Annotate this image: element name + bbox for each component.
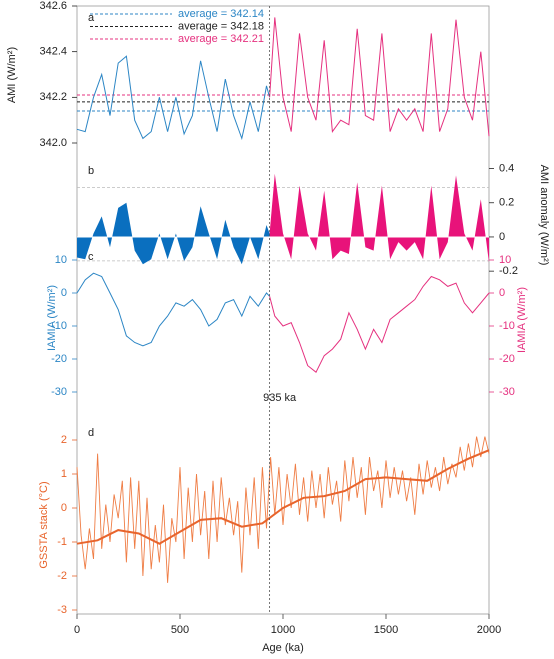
- y-tick-label: -30: [499, 386, 515, 398]
- x-tick-label: 2000: [477, 624, 501, 636]
- x-tick-label: 1500: [374, 624, 398, 636]
- y-tick-label: -10: [51, 320, 67, 332]
- legend-entry: average = 342.14: [178, 8, 264, 20]
- line: [76, 272, 270, 347]
- legend-entry: average = 342.21: [178, 33, 264, 45]
- line: [269, 275, 490, 373]
- panel-label: a: [88, 12, 95, 24]
- axis-label: IAMIA (W/m²): [516, 287, 528, 353]
- area: [77, 202, 270, 265]
- y-tick-label: 342.6: [39, 0, 67, 12]
- annotation: 935 ka: [263, 392, 297, 404]
- panel-label: c: [88, 251, 94, 263]
- line: [76, 55, 271, 141]
- y-tick-label: -10: [499, 320, 515, 332]
- area: [269, 173, 489, 263]
- y-tick-label: 2: [61, 434, 67, 446]
- line: [76, 449, 490, 545]
- y-tick-label: 1: [61, 468, 67, 480]
- x-tick-label: 1000: [271, 624, 295, 636]
- y-tick-label: 0: [61, 502, 67, 514]
- y-tick-label: -20: [499, 353, 515, 365]
- y-tick-label: 0.4: [499, 162, 514, 174]
- y-tick-label: -2: [57, 570, 67, 582]
- y-tick-label: -0.2: [499, 265, 518, 277]
- y-tick-label: -20: [51, 353, 67, 365]
- y-tick-label: 0: [499, 287, 505, 299]
- x-axis-label: Age (ka): [262, 642, 304, 654]
- y-tick-label: 342.0: [39, 137, 67, 149]
- line: [269, 17, 490, 137]
- legend-entry: average = 342.18: [178, 20, 264, 32]
- y-tick-label: -3: [57, 604, 67, 616]
- y-tick-label: -30: [51, 386, 67, 398]
- panel-label: b: [88, 165, 94, 177]
- y-tick-label: 342.4: [39, 46, 67, 58]
- axis-label: AMI (W/m²): [6, 47, 18, 103]
- x-tick-label: 0: [74, 624, 80, 636]
- y-tick-label: 342.2: [39, 91, 67, 103]
- axis-label: AMI anomaly (W/m²): [538, 165, 550, 266]
- y-tick-label: 0: [61, 287, 67, 299]
- y-tick-label: -1: [57, 536, 67, 548]
- axis-label: IAMIA (W/m²): [46, 285, 58, 351]
- line: [76, 436, 490, 583]
- x-tick-label: 500: [171, 624, 189, 636]
- y-tick-label: 0.2: [499, 197, 514, 209]
- y-tick-label: 0: [499, 231, 505, 243]
- y-tick-label: 10: [55, 254, 67, 266]
- axis-label: GSSTA stack (°C): [38, 481, 50, 568]
- y-tick-label: 10: [499, 254, 511, 266]
- panel-label: d: [88, 427, 94, 439]
